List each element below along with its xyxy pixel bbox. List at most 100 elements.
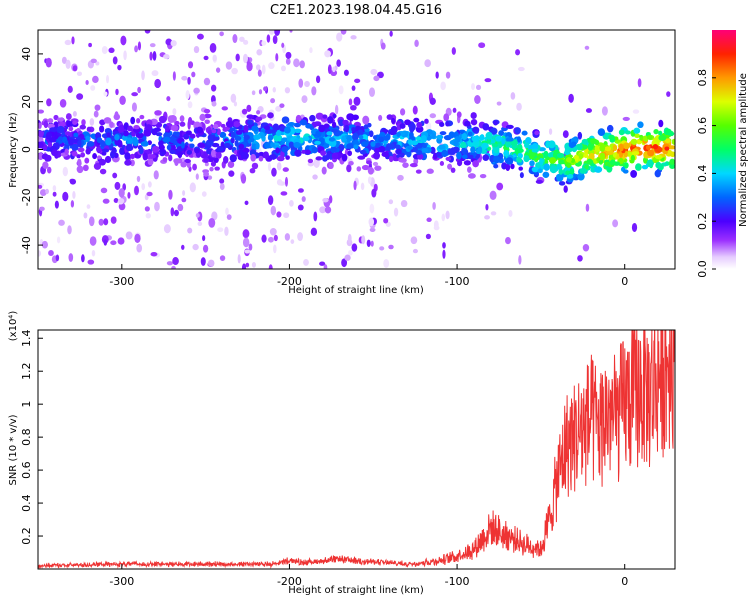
spectrogram-cell xyxy=(490,138,496,144)
spectrogram-cell xyxy=(314,140,321,145)
spectrogram-cell xyxy=(409,162,418,168)
spectrogram-cell xyxy=(166,261,173,266)
spectrogram-cell xyxy=(556,152,565,159)
spectrogram-cell xyxy=(594,166,603,173)
spectrogram-cell xyxy=(192,243,199,251)
spectrogram-cell xyxy=(451,47,456,55)
spectrogram-cell xyxy=(429,146,436,154)
spectrogram-cell xyxy=(549,165,558,174)
spectrogram-cell xyxy=(276,179,283,186)
spectrogram-cell xyxy=(493,155,501,164)
spectrogram-cell xyxy=(154,78,162,89)
spectrogram-cell xyxy=(94,104,101,111)
spectrogram-cell xyxy=(163,53,170,60)
spectrogram-cell xyxy=(210,161,217,167)
spectrogram-cell xyxy=(445,71,451,79)
spectrogram-cell xyxy=(531,166,539,173)
spectrogram-cell xyxy=(276,134,283,142)
spectrogram-cell xyxy=(249,168,256,174)
spectrogram-cell xyxy=(251,262,256,268)
spectrogram-cell xyxy=(353,144,359,150)
spectrogram-cell xyxy=(374,165,382,171)
spectrogram-cell xyxy=(441,213,446,222)
spectrogram-cell xyxy=(532,142,539,150)
spectrogram-cell xyxy=(166,144,172,151)
spectrogram-cell xyxy=(429,113,437,119)
spectrogram-cell xyxy=(158,140,164,147)
spectrogram-cell xyxy=(240,151,249,160)
spectrogram-cell xyxy=(505,157,514,165)
spectrogram-cell xyxy=(563,185,568,193)
snr-y-ticks: 0.2 0.4 0.6 0.8 1 1.2 1.4 xyxy=(20,329,43,545)
spectrogram-cell xyxy=(90,58,97,64)
spectrogram-cell xyxy=(166,96,171,102)
spectrogram-cell xyxy=(389,143,395,150)
spectrogram-cell xyxy=(383,217,389,224)
spectrogram-cell xyxy=(301,196,306,202)
spectrogram-cell xyxy=(287,122,296,127)
spectrogram-cell xyxy=(361,141,369,148)
spectrogram-cell xyxy=(356,166,362,172)
spectrogram-cell xyxy=(92,153,98,160)
spectrogram-cell xyxy=(139,114,145,120)
spectrogram-cell xyxy=(386,114,393,120)
spectrogram-cell xyxy=(319,206,327,214)
spectrogram-cell xyxy=(518,166,524,171)
spectrogram-cell xyxy=(182,190,186,196)
spectrogram-cell xyxy=(374,147,380,154)
spectrogram-cell xyxy=(197,33,204,40)
spectrogram-cell xyxy=(103,239,108,246)
spectrogram-cell xyxy=(346,164,352,173)
spectrogram-cell xyxy=(216,146,225,152)
spectrogram-cell xyxy=(645,145,651,150)
spectrogram-cell xyxy=(130,116,136,125)
spectrogram-cell xyxy=(203,77,211,86)
spectrogram-cell xyxy=(72,191,76,199)
spectrogram-cell xyxy=(98,158,106,166)
spectrogram-cell xyxy=(109,121,114,128)
spectrogram-cell xyxy=(269,153,277,160)
spectrogram-cell xyxy=(588,152,595,161)
spectrogram-cell xyxy=(272,87,276,93)
spectrogram-cell xyxy=(284,126,291,134)
spectrogram-cell xyxy=(584,45,590,50)
spectrogram-cell xyxy=(319,261,326,266)
spectrogram-cell xyxy=(90,133,96,139)
spectrogram-cell xyxy=(141,70,145,81)
spectrogram-cell xyxy=(206,148,212,155)
spectrogram-cell xyxy=(258,155,264,162)
spectrogram-cell xyxy=(149,43,156,48)
spectrogram-cell xyxy=(313,158,320,168)
spectrogram-cell xyxy=(606,124,614,133)
spectrogram-cell xyxy=(493,145,500,154)
spectrogram-cell xyxy=(315,130,322,137)
spectrogram-cell xyxy=(443,113,450,122)
spectrogram-cell xyxy=(413,117,420,123)
spectrogram-cell xyxy=(79,124,87,130)
spectrogram-cell xyxy=(211,211,218,221)
spectrogram-cell xyxy=(268,264,273,269)
spectrogram-cell xyxy=(45,154,52,162)
spectrogram-cell xyxy=(112,172,118,179)
spectrogram-cell xyxy=(543,150,549,158)
spectrogram-cell xyxy=(304,80,310,88)
spectrogram-cell xyxy=(117,64,122,71)
spectrogram-cell xyxy=(416,149,423,156)
spectrogram-cell xyxy=(666,91,671,97)
spectrogram-cell xyxy=(145,213,151,219)
spectrogram-cell xyxy=(225,207,229,216)
spectrogram-cell xyxy=(174,120,180,126)
spectrogram-cell xyxy=(475,84,482,90)
snr-y-label: SNR (10 * v/v) xyxy=(8,414,19,485)
spectrogram-cell xyxy=(42,146,47,152)
spectrogram-cell xyxy=(397,174,404,181)
spectrogram-cell xyxy=(275,53,279,62)
spectrogram-cell xyxy=(367,176,372,184)
spectrogram-cell xyxy=(266,34,271,43)
spectrogram-cell xyxy=(272,123,280,130)
spectrogram-cell xyxy=(493,163,499,169)
spectrogram-cell xyxy=(450,167,456,173)
spectrogram-cell xyxy=(612,144,618,152)
spectrogram-cell xyxy=(491,143,499,148)
